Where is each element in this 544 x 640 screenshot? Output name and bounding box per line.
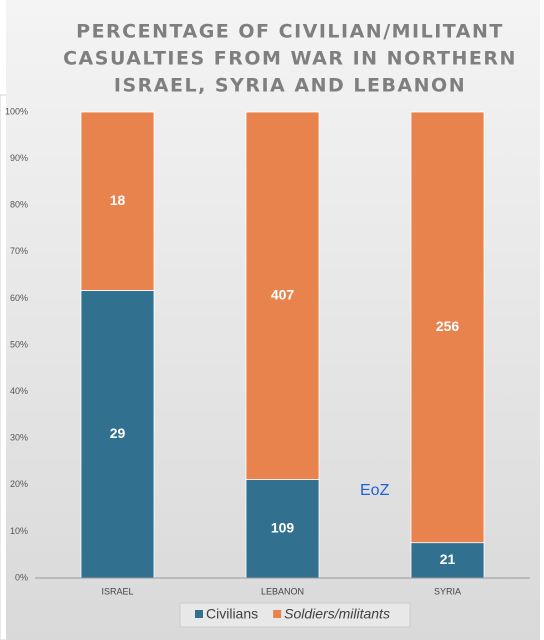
bar-segment	[245, 479, 320, 579]
y-tick-label: 40%	[10, 386, 28, 396]
x-tick-label: SYRIA	[434, 586, 461, 596]
bar-segment	[410, 111, 485, 544]
y-tick-label: 10%	[10, 526, 28, 536]
value-label: 21	[440, 551, 456, 567]
value-label: 18	[110, 192, 126, 208]
bar-segment	[80, 111, 155, 291]
legend-swatch	[273, 610, 282, 618]
value-label: 29	[110, 425, 126, 441]
value-label: 256	[436, 318, 460, 334]
chart-title: CASUALTIES FROM WAR IN NORTHERN	[63, 48, 517, 70]
value-label: 407	[271, 286, 295, 302]
y-tick-label: 20%	[10, 479, 28, 489]
legend-swatch	[195, 610, 203, 618]
y-tick-label: 70%	[10, 246, 28, 256]
y-tick-label: 30%	[10, 433, 28, 443]
y-tick-label: 80%	[10, 200, 28, 210]
y-tick-label: 60%	[10, 293, 28, 303]
legend-box	[179, 602, 411, 628]
legend-label: Civilians	[206, 606, 258, 622]
bar-segment	[245, 111, 320, 480]
legend-label: Soldiers/militants	[284, 606, 390, 622]
chart-title: ISRAEL, SYRIA AND LEBANON	[114, 75, 466, 97]
value-label: 109	[271, 519, 295, 535]
y-tick-label: 100%	[5, 106, 28, 116]
x-tick-label: LEBANON	[261, 586, 304, 596]
y-tick-label: 50%	[10, 339, 28, 349]
bar-segment	[410, 542, 485, 579]
y-tick-label: 90%	[10, 153, 28, 163]
bar-segment	[80, 290, 155, 579]
chart-title: PERCENTAGE OF CIVILIAN/MILITANT	[76, 21, 504, 43]
y-tick-label: 0%	[15, 572, 28, 582]
annotation: EoZ	[360, 482, 390, 499]
x-tick-label: ISRAEL	[101, 586, 133, 596]
